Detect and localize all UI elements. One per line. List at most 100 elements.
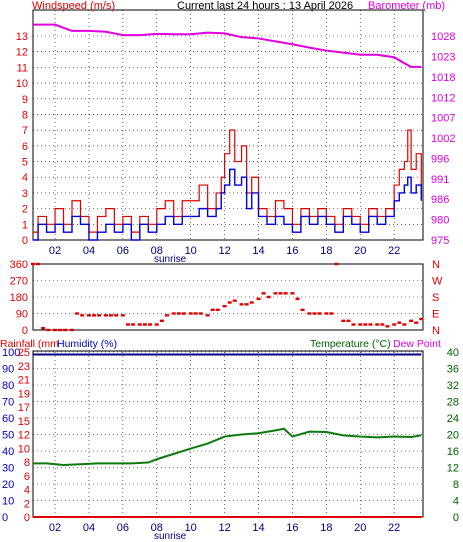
humidity-tick-label: 10 [2, 496, 14, 508]
direction-point [193, 312, 198, 315]
bot-grid [33, 351, 423, 518]
direction-tick-label: 360 [10, 259, 28, 271]
rainfall-tick-label: 8 [24, 457, 30, 469]
barometer-tick-label: 1002 [431, 133, 455, 145]
top-panel: 0123456789101112139759809869919961002100… [16, 0, 456, 265]
direction-point [109, 314, 113, 317]
hour-tick-label: 10 [185, 522, 197, 534]
humidity-tick-label: 80 [2, 380, 14, 392]
windspeed-tick-label: 12 [16, 47, 28, 59]
windspeed-tick-label: 1 [22, 219, 28, 231]
direction-point [46, 328, 51, 332]
hour-tick-label: 02 [49, 522, 61, 534]
direction-tick-label: 180 [10, 292, 28, 304]
temperature-tick-label: 24 [447, 413, 459, 425]
temperature-tick-label: 28 [447, 397, 459, 409]
direction-point [375, 323, 380, 326]
rainfall-tick-label: 2 [24, 498, 30, 510]
windspeed-tick-label: 8 [22, 109, 28, 121]
mid-grid [33, 263, 423, 331]
direction-point [329, 312, 334, 315]
temperature-tick-label: 40 [447, 347, 459, 359]
direction-point [198, 312, 203, 315]
rainfall-tick-label: 10 [18, 443, 30, 455]
direction-point [41, 326, 46, 330]
direction-point [92, 314, 97, 317]
windspeed-tick-label: 2 [22, 204, 28, 216]
direction-point [363, 323, 368, 326]
hour-tick-label: 04 [83, 245, 95, 257]
direction-point [215, 308, 220, 312]
temperature-title: Temperature (°C) [310, 338, 391, 350]
barometer-tick-label: 986 [431, 194, 449, 206]
hour-tick-label: 08 [151, 245, 163, 257]
hour-tick-label: 22 [388, 522, 400, 534]
direction-point [114, 314, 119, 317]
direction-point [58, 328, 63, 332]
direction-point [210, 308, 215, 312]
direction-point [392, 323, 397, 326]
bottom-plot-frame [32, 350, 424, 518]
bot-marks [33, 353, 422, 518]
direction-point [380, 323, 385, 326]
direction-point [148, 323, 152, 326]
humidity-tick-label: 20 [2, 479, 14, 491]
direction-point [181, 312, 186, 315]
hour-tick-label: 18 [320, 522, 332, 534]
hour-tick-label: 14 [252, 245, 264, 257]
direction-tick-label: 90 [16, 309, 28, 321]
direction-point [278, 292, 283, 295]
direction-point [53, 328, 58, 332]
direction-point [239, 303, 244, 306]
barometer-tick-label: 1028 [431, 31, 455, 43]
humidity-tick-label: 70 [2, 397, 14, 409]
windspeed-tick-label: 3 [22, 188, 28, 200]
barometer-tick-label: 1012 [431, 92, 455, 104]
temperature-tick-label: 32 [447, 380, 459, 392]
compass-tick-label: W [432, 276, 443, 288]
wind-average-line [33, 168, 423, 241]
wind-gust-line [33, 129, 422, 233]
middle-panel: 360 N 270 W 180 S 90 E 0 N [10, 259, 443, 337]
compass-tick-label: N [432, 259, 440, 271]
rainfall-tick-label: 23 [18, 361, 30, 373]
direction-point [351, 323, 356, 326]
windspeed-tick-label: 11 [17, 62, 28, 74]
humidity-tick-label: 50 [2, 430, 14, 442]
direction-point [346, 319, 351, 323]
direction-point [334, 262, 339, 266]
rainfall-tick-label: 17 [18, 402, 30, 414]
middle-plot-frame [32, 263, 424, 331]
direction-point [171, 312, 176, 315]
direction-point [97, 314, 102, 317]
direction-point [414, 321, 419, 324]
top-axes: 0123456789101112139759809869919961002100… [16, 31, 456, 257]
humidity-tick-label: 0 [2, 512, 8, 524]
bottom-sunrise-label: sunrise [154, 531, 187, 542]
direction-point [244, 303, 249, 306]
direction-point [273, 292, 278, 295]
direction-point [419, 317, 424, 321]
compass-tick-label: E [432, 309, 439, 321]
barometer-tick-label: 1018 [431, 72, 455, 84]
humidity-tick-label: 60 [2, 413, 14, 425]
rainfall-tick-label: 15 [18, 416, 30, 428]
barometer-tick-label: 1023 [431, 52, 455, 64]
temperature-tick-label: 4 [453, 496, 459, 508]
hour-tick-label: 16 [286, 245, 298, 257]
direction-point [36, 262, 41, 266]
rainfall-tick-label: 6 [24, 471, 30, 483]
hour-tick-label: 12 [218, 245, 230, 257]
direction-point [295, 297, 300, 301]
direction-point [159, 319, 164, 323]
barometer-tick-label: 991 [431, 174, 449, 186]
windspeed-tick-label: 5 [22, 157, 28, 169]
hour-tick-label: 04 [83, 522, 95, 534]
humidity-tick-label: 90 [2, 364, 14, 376]
direction-point [176, 312, 181, 315]
temperature-tick-label: 8 [453, 479, 459, 491]
compass-tick-label: N [432, 325, 440, 337]
barometer-tick-label: 975 [431, 235, 449, 247]
direction-point [70, 328, 74, 332]
